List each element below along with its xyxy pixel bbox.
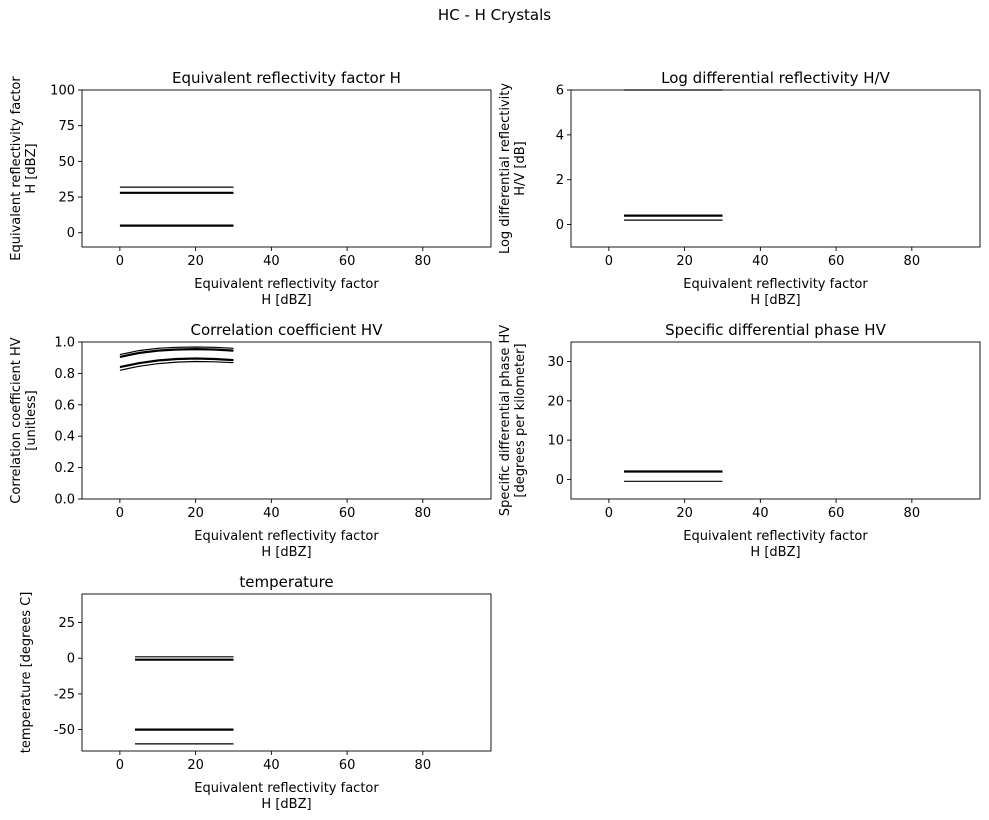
y-tick-label: 75 (58, 119, 75, 134)
y-tick-label: 6 (556, 84, 564, 99)
subplot-title: Log differential reflectivity H/V (661, 69, 891, 87)
x-axis-label: Equivalent reflectivity factor (683, 529, 868, 544)
axes-frame (570, 89, 981, 248)
y-tick-label: 25 (58, 616, 75, 631)
subplot-title: temperature (239, 573, 333, 591)
x-tick-label: 20 (187, 506, 204, 521)
x-axis-label: Equivalent reflectivity factor (683, 277, 868, 292)
axes-frame (570, 341, 981, 500)
y-tick-label: 0 (67, 652, 75, 667)
x-axis-label: H [dBZ] (750, 545, 800, 560)
x-tick-label: 40 (752, 254, 769, 269)
series-line-3 (119, 357, 234, 369)
y-tick-label: 30 (547, 355, 564, 370)
x-tick-label: 0 (605, 506, 613, 521)
y-tick-label: -50 (54, 723, 75, 738)
x-tick-label: 0 (116, 506, 124, 521)
x-axis-label: H [dBZ] (261, 545, 311, 560)
x-axis-label: H [dBZ] (261, 293, 311, 308)
y-axis-label: H/V [dB] (513, 141, 528, 196)
series-line-4 (119, 360, 234, 371)
subplot-1: 0 20 40 60 80 0 25 50 75 100 Equivalent reflectivi… (9, 69, 492, 308)
x-tick-label: 60 (339, 758, 356, 773)
subplot-4: 0 20 40 60 80 0 10 20 30 Specific differential ph… (498, 321, 981, 560)
x-tick-label: 0 (116, 254, 124, 269)
x-tick-label: 40 (752, 506, 769, 521)
axes-frame (81, 593, 492, 752)
y-tick-label: 0 (556, 473, 564, 488)
x-tick-label: 20 (676, 506, 693, 521)
y-tick-label: 0.2 (54, 461, 75, 476)
series-line-2 (119, 347, 234, 358)
y-tick-label: 2 (556, 173, 564, 188)
y-tick-label: 0 (556, 218, 564, 233)
subplot-title: Correlation coefficient HV (191, 321, 384, 339)
x-axis-label: H [dBZ] (750, 293, 800, 308)
y-axis-label: [degrees per kilometer] (513, 343, 528, 497)
y-axis-label: Specific differential phase HV (498, 325, 513, 516)
y-tick-label: 0 (67, 226, 75, 241)
y-axis-label: Correlation coefficient HV (9, 337, 24, 503)
subplot-3: 0 20 40 60 80 0.0 0.2 0.4 0.6 0.8 1.0 Correlation c… (9, 321, 492, 560)
series-line-1 (119, 346, 234, 356)
x-tick-label: 0 (605, 254, 613, 269)
axes-frame (81, 341, 492, 500)
y-axis-label: Equivalent reflectivity factor (9, 76, 24, 261)
subplot-2: 0 20 40 60 80 0 2 4 6 Log differential reflectivi… (498, 69, 981, 308)
y-tick-label: 0.4 (54, 430, 75, 445)
x-axis-label: Equivalent reflectivity factor (194, 529, 379, 544)
y-tick-label: 0.8 (54, 367, 75, 382)
x-tick-label: 60 (339, 506, 356, 521)
x-tick-label: 60 (828, 506, 845, 521)
figure-suptitle: HC - H Crystals (437, 6, 552, 24)
x-tick-label: 40 (263, 758, 280, 773)
axes-frame (81, 89, 492, 248)
x-tick-label: 80 (415, 506, 432, 521)
y-tick-label: 0.0 (54, 493, 75, 508)
x-tick-label: 60 (339, 254, 356, 269)
y-tick-label: 25 (58, 191, 75, 206)
subplot-title: Specific differential phase HV (665, 321, 886, 339)
x-tick-label: 80 (415, 254, 432, 269)
y-tick-label: 50 (58, 155, 75, 170)
y-axis-label: temperature [degrees C] (19, 592, 34, 754)
subplot-5: 0 20 40 60 80 -50 -25 0 25 temperature Equivalent … (19, 573, 492, 812)
x-tick-label: 80 (415, 758, 432, 773)
x-tick-label: 20 (187, 254, 204, 269)
x-tick-label: 0 (116, 758, 124, 773)
y-tick-label: -25 (54, 687, 75, 702)
y-tick-label: 20 (547, 394, 564, 409)
y-tick-label: 0.6 (54, 398, 75, 413)
y-axis-label: [unitless] (24, 390, 39, 451)
y-axis-label: Log differential reflectivity (498, 83, 513, 254)
x-tick-label: 60 (828, 254, 845, 269)
subplot-title: Equivalent reflectivity factor H (172, 69, 401, 87)
y-tick-label: 100 (50, 84, 75, 99)
x-tick-label: 20 (676, 254, 693, 269)
x-tick-label: 40 (263, 506, 280, 521)
x-axis-label: Equivalent reflectivity factor (194, 277, 379, 292)
x-tick-label: 40 (263, 254, 280, 269)
y-axis-label: H [dBZ] (24, 143, 39, 193)
x-tick-label: 80 (904, 254, 921, 269)
y-tick-label: 1.0 (54, 336, 75, 351)
x-axis-label: Equivalent reflectivity factor (194, 781, 379, 796)
x-tick-label: 20 (187, 758, 204, 773)
x-axis-label: H [dBZ] (261, 797, 311, 812)
y-tick-label: 4 (556, 128, 564, 143)
x-tick-label: 80 (904, 506, 921, 521)
y-tick-label: 10 (547, 434, 564, 449)
